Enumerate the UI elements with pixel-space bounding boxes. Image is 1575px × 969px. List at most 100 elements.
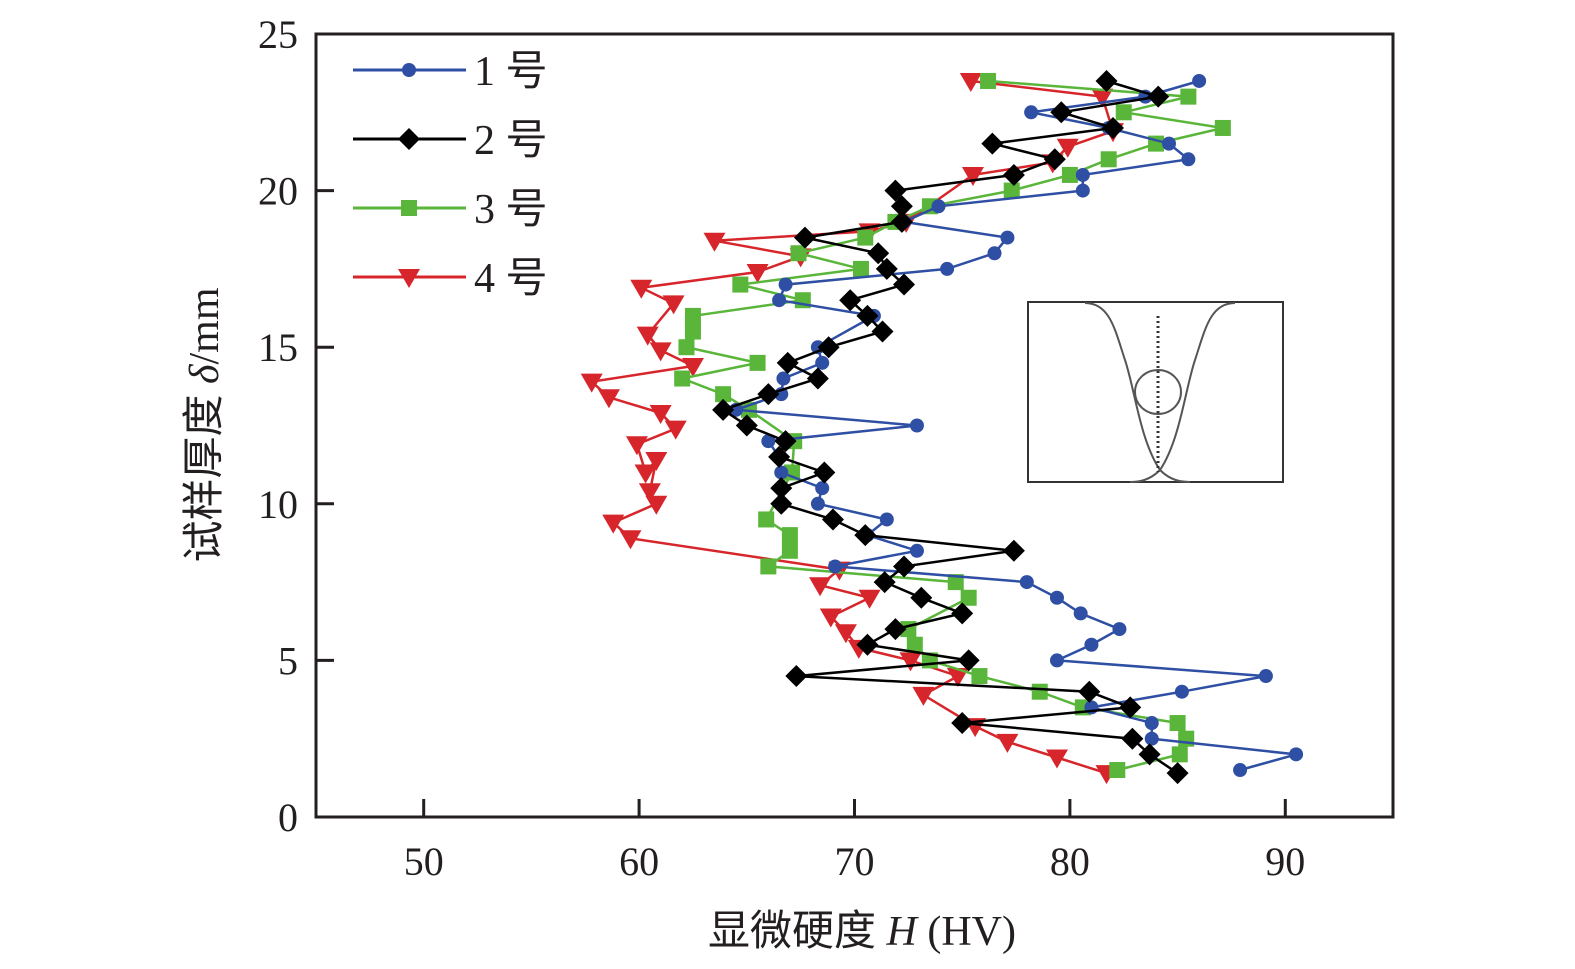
y-axis-title-italic: δ xyxy=(182,363,228,384)
data-point xyxy=(815,355,830,370)
data-point xyxy=(856,633,879,656)
data-point xyxy=(770,492,793,515)
legend-marker xyxy=(402,63,416,77)
data-point xyxy=(1049,590,1064,605)
legend-label: 2 号 xyxy=(474,118,548,164)
data-point xyxy=(715,386,732,403)
data-point xyxy=(1166,762,1189,785)
legend-marker xyxy=(401,200,417,216)
legend-label: 3 号 xyxy=(474,187,548,233)
data-point xyxy=(809,577,832,597)
data-point xyxy=(1115,104,1132,121)
data-point xyxy=(947,574,964,591)
data-point xyxy=(980,72,997,89)
series-line xyxy=(677,79,1224,772)
data-point xyxy=(951,712,974,735)
data-point xyxy=(1031,683,1048,700)
series-layer xyxy=(580,69,1304,785)
y-tick-label: 15 xyxy=(258,325,298,370)
data-point xyxy=(1119,696,1142,719)
data-point xyxy=(1109,762,1126,779)
data-point xyxy=(959,72,982,92)
legend-item: 2 号 xyxy=(353,118,548,164)
data-point xyxy=(981,132,1004,155)
x-axis-title-prefix: 显微硬度 xyxy=(708,909,887,955)
data-point xyxy=(828,559,843,574)
data-point xyxy=(1049,653,1064,668)
y-axis-title: 试样厚度 δ/mm xyxy=(182,287,228,562)
data-point xyxy=(873,571,896,594)
data-point xyxy=(793,226,816,249)
data-point xyxy=(961,166,984,186)
data-point xyxy=(781,542,798,559)
data-point xyxy=(758,511,775,528)
data-point xyxy=(1043,148,1066,171)
data-point xyxy=(760,558,777,575)
data-point xyxy=(906,636,923,653)
x-axis-title-suffix: (HV) xyxy=(917,909,1016,955)
data-point xyxy=(867,242,890,265)
series-2 xyxy=(712,69,1189,785)
data-point xyxy=(1003,182,1020,199)
data-point xyxy=(703,232,726,252)
data-point xyxy=(681,357,704,377)
data-point xyxy=(890,210,913,233)
data-point xyxy=(910,586,933,609)
inset-curve-right xyxy=(1129,302,1236,483)
data-point xyxy=(940,261,955,276)
data-point xyxy=(852,260,869,277)
data-point xyxy=(597,389,620,409)
data-point xyxy=(1024,105,1039,120)
data-point xyxy=(810,496,825,511)
inset-diagram xyxy=(1027,301,1284,483)
data-point xyxy=(1056,138,1079,158)
data-point xyxy=(821,508,844,531)
data-point xyxy=(790,245,807,262)
data-point xyxy=(768,445,791,468)
inset-curve-left xyxy=(1084,302,1191,483)
data-point xyxy=(778,277,793,292)
data-point xyxy=(957,649,980,672)
data-point xyxy=(1180,88,1197,105)
data-point xyxy=(634,464,657,484)
data-point xyxy=(893,273,916,296)
legend-label: 1 号 xyxy=(474,49,548,95)
data-point xyxy=(619,530,642,550)
legend-item: 3 号 xyxy=(353,187,548,233)
legend-item: 1 号 xyxy=(353,49,548,95)
data-point xyxy=(785,665,808,688)
data-point xyxy=(746,264,769,284)
data-point xyxy=(664,420,687,440)
data-point xyxy=(1078,680,1101,703)
legend: 1 号 2 号 3 号 4 号 xyxy=(353,49,548,302)
data-point xyxy=(817,336,840,359)
legend-marker xyxy=(398,269,420,288)
data-point xyxy=(1121,727,1144,750)
data-point xyxy=(912,686,935,706)
data-point xyxy=(684,307,701,324)
data-point xyxy=(784,464,801,481)
data-point xyxy=(749,354,766,371)
data-point xyxy=(638,483,661,503)
data-point xyxy=(871,320,894,343)
data-point xyxy=(1000,230,1015,245)
data-point xyxy=(776,351,799,374)
data-point xyxy=(1174,684,1189,699)
data-point xyxy=(890,195,913,218)
data-point xyxy=(1095,69,1118,92)
legend-item: 4 号 xyxy=(353,256,548,302)
data-point xyxy=(879,512,894,527)
data-point xyxy=(774,430,797,453)
y-tick-label: 0 xyxy=(278,795,298,840)
data-point xyxy=(649,342,672,362)
data-point xyxy=(1050,101,1073,124)
data-point xyxy=(1144,716,1159,731)
data-point xyxy=(875,257,898,280)
data-point xyxy=(735,414,758,437)
data-point xyxy=(1214,119,1231,136)
data-point xyxy=(856,304,879,327)
data-point xyxy=(857,229,874,246)
x-tick-label: 70 xyxy=(835,839,875,884)
data-point xyxy=(819,608,842,628)
